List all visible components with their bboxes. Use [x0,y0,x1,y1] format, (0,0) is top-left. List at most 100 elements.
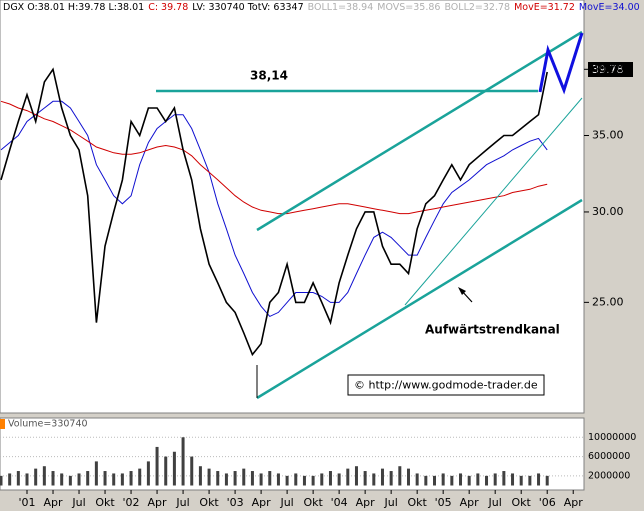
volume-bar [8,473,12,486]
volume-bar [224,473,228,486]
trend-lines [156,30,584,400]
x-tick-label: Jul [488,496,502,509]
volume-bar [129,471,133,486]
volume-bar [406,468,410,486]
last-price-box [588,62,633,77]
x-tick-label: Apr [356,496,376,509]
volume-bar [259,473,263,486]
arrow-head [458,287,466,295]
volume-bar [380,468,384,486]
volume-bar [528,475,532,486]
volume-bar [467,475,471,486]
volume-marker [0,419,5,429]
volume-bar [60,473,64,486]
header-part: BOLL1=38.94 [308,2,374,13]
volume-bar [268,471,272,486]
volume-bar [545,475,549,486]
volume-bar [51,471,55,486]
volume-bar [155,446,159,486]
volume-bar [276,473,280,486]
volume-bar [459,473,463,486]
price-line [0,67,548,357]
channel-upper [256,30,583,232]
volume-bar [354,466,358,486]
volume-bar [311,475,315,486]
volume-bar [86,471,90,486]
x-tick-label: Okt [199,496,219,509]
x-tick-label: '01 [18,496,35,509]
header-part: MovE=31.72 [514,2,575,13]
volume-bar [233,471,237,486]
volume-bar [16,471,20,486]
volume-bar [433,475,436,486]
y-tick-label: 25.00 [592,295,624,308]
price-panel [0,0,585,414]
volume-title: Volume=330740 [8,419,88,430]
volume-bar [363,471,367,486]
y-tick-label: 30.00 [592,205,624,218]
volume-bar [0,475,3,486]
volume-bar [207,468,211,486]
y-tick-label: 10000000 [588,432,636,443]
volume-bar [181,437,185,486]
source-box [347,374,545,396]
x-tick-label: Jul [279,496,293,509]
x-tick-label: Okt [303,496,323,509]
volume-bar [450,475,454,486]
volume-bar [216,471,220,486]
header-part: C: 39.78 [148,2,188,13]
x-tick-label: Apr [564,496,584,509]
channel-label: Aufwärtstrendkanal [425,323,560,337]
volume-bar [250,471,254,486]
volume-bar [537,473,541,486]
volume-bar [34,468,38,486]
volume-bar [502,471,506,486]
volume-bar [337,473,341,486]
x-tick-label: '06 [539,496,556,509]
volume-bar [424,475,428,486]
projection [538,32,584,95]
volume-bar [77,473,81,486]
volume-bar [493,473,497,486]
trend-line [404,97,583,306]
volume-bar [372,473,376,486]
header-part: DGX O:38.01 H:39.78 L:38.01 [3,2,144,13]
volume-bar [198,466,202,486]
volume-bar [328,471,332,486]
volume-bar [164,456,168,486]
volume-bar [190,456,194,486]
volume-bar [320,473,324,486]
volume-bar [172,451,176,486]
x-tick-label: Jul [175,496,189,509]
volume-bar [242,468,246,486]
x-tick-label: Jul [71,496,85,509]
resistance-label: 38,14 [250,69,288,83]
volume-bar [441,473,445,486]
y-tick-label: 40.00 [592,62,624,75]
x-tick-label: '02 [123,496,140,509]
volume-bar [68,475,72,486]
volume-bar [138,468,142,486]
header-part: MovE=34.00 [579,2,640,13]
x-tick-label: '04 [331,496,348,509]
volume-bar [346,468,350,486]
volume-bar [398,466,402,486]
volume-bar [519,475,523,486]
volume-bar [94,461,98,486]
y-tick-label: 6000000 [588,451,630,462]
channel-lower [256,198,583,400]
volume-bar [415,473,419,486]
volume-bar [511,473,515,486]
header-part: LV: 330740 TotV: 63347 [192,2,303,13]
volume-bar [285,475,289,486]
price-line [0,100,548,318]
volume-bar [42,466,46,486]
price-line [0,100,548,215]
source-label: © http://www.godmode-trader.de [354,379,538,392]
header: DGX O:38.01 H:39.78 L:38.01 C: 39.78 LV: 3… [3,2,640,13]
volume-bar [112,473,116,486]
x-tick-label: Apr [252,496,272,509]
volume-bar [25,473,29,486]
